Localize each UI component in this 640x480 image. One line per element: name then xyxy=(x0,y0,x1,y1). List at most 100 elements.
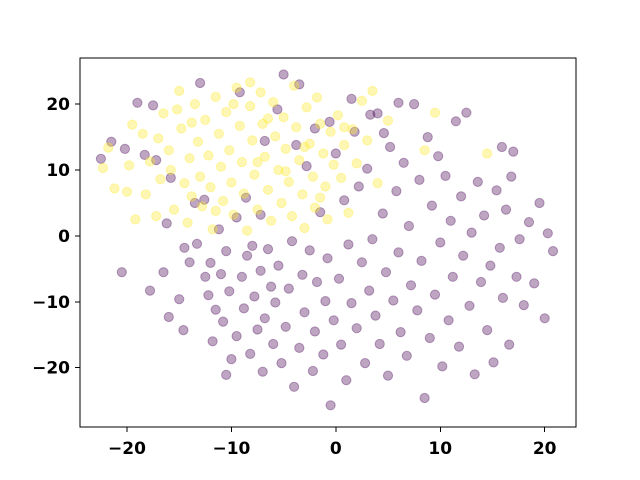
scatter-point-s1-89 xyxy=(124,160,135,171)
plot-frame xyxy=(79,57,577,428)
scatter-point-s0-126 xyxy=(488,357,499,368)
scatter-point-s1-37 xyxy=(234,120,245,132)
scatter-point-s1-24 xyxy=(200,114,211,126)
scatter-point-s0-6 xyxy=(148,100,159,111)
scatter-point-s1-47 xyxy=(259,151,270,162)
scatter-point-s0-55 xyxy=(299,307,310,318)
scatter-point-s0-109 xyxy=(440,170,451,181)
scatter-point-s1-69 xyxy=(318,148,329,159)
scatter-point-s1-61 xyxy=(297,189,308,200)
scatter-point-s0-137 xyxy=(529,278,540,289)
scatter-point-s0-106 xyxy=(433,151,444,162)
scatter-point-s0-11 xyxy=(163,311,174,323)
scatter-point-s1-23 xyxy=(197,201,208,212)
scatter-point-s1-85 xyxy=(419,145,430,156)
scatter-point-s1-12 xyxy=(165,164,176,176)
scatter-point-s0-117 xyxy=(461,107,472,118)
scatter-point-s0-136 xyxy=(523,217,535,228)
scatter-point-s1-67 xyxy=(311,92,323,103)
scatter-point-s0-100 xyxy=(416,255,427,266)
scatter-point-s0-16 xyxy=(189,197,200,209)
scatter-point-s0-41 xyxy=(262,244,274,255)
scatter-point-s1-33 xyxy=(224,145,235,156)
scatter-point-s0-104 xyxy=(426,200,437,211)
scatter-point-s1-16 xyxy=(179,178,190,189)
scatter-point-s1-38 xyxy=(236,157,247,168)
scatter-point-s0-83 xyxy=(372,108,383,119)
scatter-point-s1-82 xyxy=(367,85,378,97)
scatter-point-s0-147 xyxy=(259,135,270,147)
scatter-point-s0-87 xyxy=(382,370,394,381)
scatter-point-s0-152 xyxy=(213,224,224,235)
scatter-point-s1-79 xyxy=(351,158,362,169)
scatter-point-s0-74 xyxy=(349,126,360,137)
scatter-point-s0-51 xyxy=(289,381,300,392)
scatter-point-s1-62 xyxy=(299,222,310,234)
scatter-point-s0-3 xyxy=(116,267,127,278)
scatter-point-s1-25 xyxy=(203,150,214,161)
scatter-point-s1-28 xyxy=(210,91,221,103)
scatter-point-s0-108 xyxy=(437,361,448,372)
scatter-point-s0-56 xyxy=(301,161,312,172)
scatter-point-s1-30 xyxy=(215,161,227,172)
scatter-point-s0-150 xyxy=(393,97,404,108)
scatter-point-s1-18 xyxy=(184,153,195,164)
scatter-point-s0-49 xyxy=(283,283,294,294)
scatter-point-s1-74 xyxy=(332,110,343,121)
scatter-point-s0-114 xyxy=(453,341,465,352)
scatter-point-s0-65 xyxy=(325,400,336,411)
scatter-point-s0-153 xyxy=(231,212,242,223)
scatter-point-s1-44 xyxy=(252,204,263,215)
scatter-point-s0-139 xyxy=(539,313,550,324)
scatter-point-s1-22 xyxy=(195,171,206,182)
y-axis: −20 −10 0 10 20 xyxy=(32,95,80,379)
scatter-point-s0-82 xyxy=(370,310,381,321)
scatter-point-s0-64 xyxy=(322,253,333,264)
scatter-point-s0-110 xyxy=(443,315,454,326)
scatter-point-s0-66 xyxy=(328,315,339,326)
scatter-point-s1-97 xyxy=(280,166,291,177)
scatter-point-s1-60 xyxy=(294,155,305,166)
scatter-point-s0-132 xyxy=(508,146,519,157)
scatter-point-s0-30 xyxy=(234,87,245,98)
scatter-point-s0-5 xyxy=(139,149,150,160)
scatter-point-s1-10 xyxy=(158,108,169,119)
scatter-point-s0-25 xyxy=(218,316,229,327)
scatter-point-s0-43 xyxy=(268,338,279,350)
scatter-point-s1-99 xyxy=(315,192,326,203)
scatter-point-s0-129 xyxy=(497,292,508,303)
scatter-point-s0-124 xyxy=(482,325,493,336)
scatter-point-s0-81 xyxy=(367,234,378,245)
scatter-point-s1-13 xyxy=(172,104,183,115)
scatter-point-s1-42 xyxy=(247,135,258,146)
scatter-point-s0-78 xyxy=(360,358,371,369)
scatter-point-s0-76 xyxy=(353,181,364,192)
scatter-point-s1-52 xyxy=(273,164,284,176)
scatter-point-s1-90 xyxy=(153,133,164,144)
scatter-point-s1-86 xyxy=(429,107,441,118)
scatter-point-s0-13 xyxy=(179,242,190,253)
scatter-point-s1-41 xyxy=(245,101,256,112)
scatter-point-s1-84 xyxy=(382,115,394,126)
scatter-point-s0-24 xyxy=(221,246,232,257)
scatter-point-s0-42 xyxy=(266,281,277,292)
scatter-point-s0-18 xyxy=(200,271,211,282)
scatter-point-s0-146 xyxy=(309,123,320,134)
scatter-point-s0-72 xyxy=(343,239,354,250)
x-tick-label: −20 xyxy=(108,439,146,459)
scatter-point-s1-9 xyxy=(155,174,166,185)
scatter-point-s1-15 xyxy=(176,123,187,134)
scatter-point-s0-54 xyxy=(297,269,308,280)
scatter-point-s1-64 xyxy=(304,138,315,149)
scatter-point-s0-27 xyxy=(221,369,232,380)
scatter-point-s0-113 xyxy=(450,116,461,127)
scatter-point-s1-40 xyxy=(242,225,253,236)
scatter-point-s0-17 xyxy=(195,77,206,89)
scatter-point-s1-87 xyxy=(482,148,493,159)
x-tick-label: 20 xyxy=(533,439,557,459)
scatter-point-s0-22 xyxy=(210,304,221,315)
scatter-point-s0-158 xyxy=(365,109,376,120)
scatter-point-s1-54 xyxy=(278,112,289,123)
scatter-point-s1-57 xyxy=(286,211,298,222)
